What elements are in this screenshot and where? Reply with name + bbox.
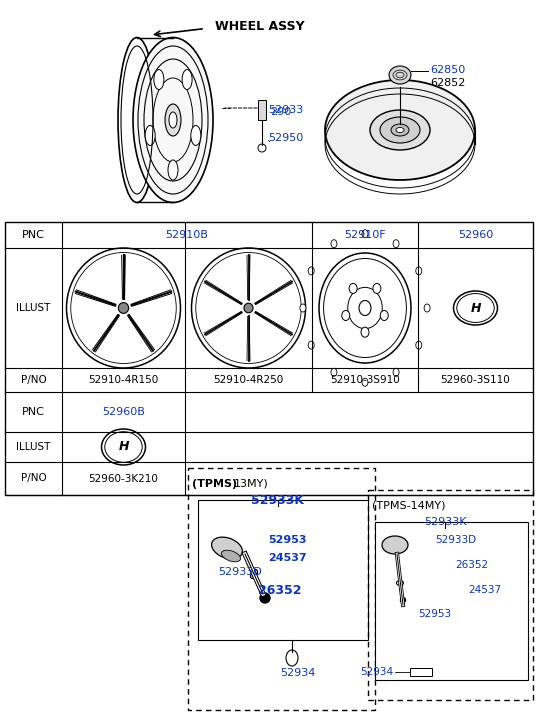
Ellipse shape	[260, 593, 270, 603]
Ellipse shape	[416, 267, 422, 275]
Ellipse shape	[191, 126, 201, 145]
Ellipse shape	[380, 117, 420, 143]
Text: 52910-3S910: 52910-3S910	[330, 375, 400, 385]
Ellipse shape	[192, 248, 306, 368]
Ellipse shape	[349, 284, 357, 294]
Ellipse shape	[400, 598, 406, 603]
Ellipse shape	[325, 80, 475, 180]
Ellipse shape	[424, 304, 430, 312]
Ellipse shape	[373, 284, 381, 294]
Ellipse shape	[169, 112, 177, 128]
Text: 52953: 52953	[418, 609, 451, 619]
Ellipse shape	[342, 310, 350, 321]
Bar	[188, 468, 375, 710]
Text: 290: 290	[270, 107, 291, 117]
Text: 52960-3S110: 52960-3S110	[441, 375, 511, 385]
Ellipse shape	[67, 248, 181, 368]
Text: 24537: 24537	[468, 585, 501, 595]
Text: 62852: 62852	[430, 78, 465, 88]
Text: ILLUST: ILLUST	[16, 442, 51, 452]
Text: 62850: 62850	[430, 65, 465, 75]
Text: WHEEL ASSY: WHEEL ASSY	[215, 20, 305, 33]
Ellipse shape	[154, 70, 164, 89]
Ellipse shape	[393, 240, 399, 248]
Text: H: H	[118, 441, 129, 454]
Text: 26352: 26352	[455, 560, 488, 570]
Text: PNC: PNC	[22, 230, 45, 240]
Text: 52953: 52953	[268, 535, 307, 545]
Text: 52910-4R150: 52910-4R150	[88, 375, 159, 385]
Ellipse shape	[389, 66, 411, 84]
Ellipse shape	[319, 253, 411, 363]
Text: P/NO: P/NO	[20, 473, 46, 483]
Text: ILLUST: ILLUST	[16, 303, 51, 313]
Text: 52933K: 52933K	[251, 494, 305, 507]
Ellipse shape	[222, 550, 240, 562]
Ellipse shape	[244, 303, 253, 313]
Ellipse shape	[286, 650, 298, 666]
Ellipse shape	[397, 580, 404, 585]
Ellipse shape	[416, 341, 422, 349]
Ellipse shape	[359, 300, 371, 316]
Text: 52934: 52934	[360, 667, 393, 677]
Ellipse shape	[362, 230, 368, 238]
Text: 52960-3K210: 52960-3K210	[89, 473, 158, 483]
Ellipse shape	[391, 124, 409, 136]
Ellipse shape	[133, 38, 213, 203]
Text: (TPMS-14MY): (TPMS-14MY)	[372, 501, 445, 511]
Text: 24537: 24537	[268, 553, 307, 563]
Text: 52933: 52933	[268, 105, 303, 115]
Text: 52910B: 52910B	[166, 230, 208, 240]
Bar	[368, 490, 533, 700]
Ellipse shape	[182, 70, 192, 89]
Text: 52960: 52960	[458, 230, 493, 240]
Text: PNC: PNC	[22, 407, 45, 417]
Ellipse shape	[308, 267, 314, 275]
Text: P/NO: P/NO	[20, 375, 46, 385]
Ellipse shape	[380, 310, 388, 321]
Text: 52933K: 52933K	[424, 517, 466, 527]
Text: (TPMS): (TPMS)	[192, 479, 237, 489]
Ellipse shape	[165, 104, 181, 136]
Text: 52950: 52950	[268, 133, 303, 143]
Text: 52933D: 52933D	[435, 535, 476, 545]
Bar	[375, 522, 528, 680]
Bar	[5, 222, 533, 495]
Ellipse shape	[258, 144, 266, 152]
Text: 52933D: 52933D	[218, 567, 262, 577]
Bar	[198, 500, 368, 640]
Ellipse shape	[454, 291, 498, 325]
Ellipse shape	[168, 160, 178, 180]
Ellipse shape	[361, 327, 369, 337]
Ellipse shape	[308, 341, 314, 349]
Text: 52934: 52934	[280, 668, 316, 678]
Ellipse shape	[393, 369, 399, 377]
Text: 52910F: 52910F	[344, 230, 386, 240]
Bar	[258, 100, 266, 120]
Ellipse shape	[370, 110, 430, 150]
Ellipse shape	[396, 127, 404, 132]
Ellipse shape	[331, 369, 337, 377]
Ellipse shape	[300, 304, 306, 312]
Text: H: H	[470, 302, 481, 315]
Ellipse shape	[250, 569, 258, 579]
Ellipse shape	[102, 429, 145, 465]
Ellipse shape	[331, 240, 337, 248]
Text: 13MY): 13MY)	[234, 479, 269, 489]
Text: 26352: 26352	[258, 584, 301, 596]
Bar	[410, 668, 432, 676]
Ellipse shape	[382, 536, 408, 554]
Ellipse shape	[118, 302, 129, 313]
Ellipse shape	[211, 537, 243, 559]
Text: 52910-4R250: 52910-4R250	[214, 375, 284, 385]
Ellipse shape	[145, 126, 155, 145]
Text: 52960B: 52960B	[102, 407, 145, 417]
Ellipse shape	[362, 378, 368, 386]
